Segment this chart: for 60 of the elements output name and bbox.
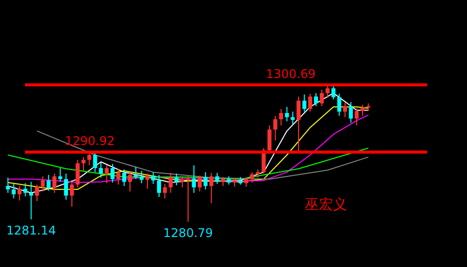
- candlestick: [87, 151, 92, 166]
- candlestick: [198, 175, 202, 192]
- candlestick: [157, 174, 162, 198]
- candlestick: [279, 108, 284, 126]
- candlestick: [204, 172, 208, 190]
- annotation: 1281.14: [6, 223, 56, 238]
- candlestick: [70, 182, 74, 208]
- candlestick: [314, 92, 318, 107]
- candlestick: [128, 172, 132, 192]
- candlestick: [209, 172, 214, 204]
- candlestick: [331, 86, 336, 100]
- candlestick: [58, 168, 62, 182]
- candlestick: [104, 164, 109, 184]
- candlestick: [215, 172, 220, 184]
- annotation: 1280.79: [163, 226, 213, 240]
- candlestick: [192, 164, 196, 194]
- candlestick: [81, 156, 86, 172]
- candlestick: [284, 106, 289, 122]
- annotation: 1300.69: [266, 66, 316, 81]
- candlestick: [296, 96, 301, 152]
- candlestick: [64, 173, 68, 200]
- annotation: 巫宏义: [305, 197, 347, 213]
- candlestick: [267, 124, 272, 153]
- candlestick: [308, 93, 312, 112]
- candlestick: [180, 177, 184, 188]
- candlestick: [250, 172, 254, 184]
- candlestick: [52, 173, 56, 194]
- candlestick: [23, 182, 28, 197]
- candlestick: [140, 170, 144, 184]
- candlestick: [18, 185, 22, 201]
- candlestick: [116, 168, 120, 186]
- candlestick: [343, 102, 348, 118]
- candlestick: [145, 173, 150, 190]
- candlestick: [337, 93, 342, 116]
- candlestick: [93, 152, 98, 173]
- candlestick: [122, 168, 126, 186]
- candlestick: [46, 174, 51, 192]
- candlestick: [302, 94, 306, 112]
- candlestick: [98, 162, 103, 178]
- candlestick: [168, 172, 173, 194]
- candlestick: [186, 175, 190, 222]
- candlestick: [151, 172, 156, 184]
- candlestick: [320, 89, 324, 107]
- candlestick: [326, 84, 330, 98]
- candlestick: [360, 104, 364, 116]
- candlestick: [76, 159, 80, 188]
- candlestick: [162, 183, 167, 199]
- candlestick: [29, 181, 34, 220]
- candlestick: [290, 111, 295, 125]
- candlestick: [273, 115, 278, 142]
- candlestick: [174, 173, 178, 186]
- candlestick: [34, 184, 39, 202]
- candlestick: [6, 177, 10, 194]
- annotation: 1290.92: [65, 134, 115, 148]
- candlestick: [348, 102, 353, 124]
- candlestick: [110, 163, 115, 184]
- candlestick: [12, 183, 16, 199]
- candlestick: [134, 166, 138, 180]
- candlestick: [354, 108, 359, 126]
- candlestick: [40, 176, 45, 192]
